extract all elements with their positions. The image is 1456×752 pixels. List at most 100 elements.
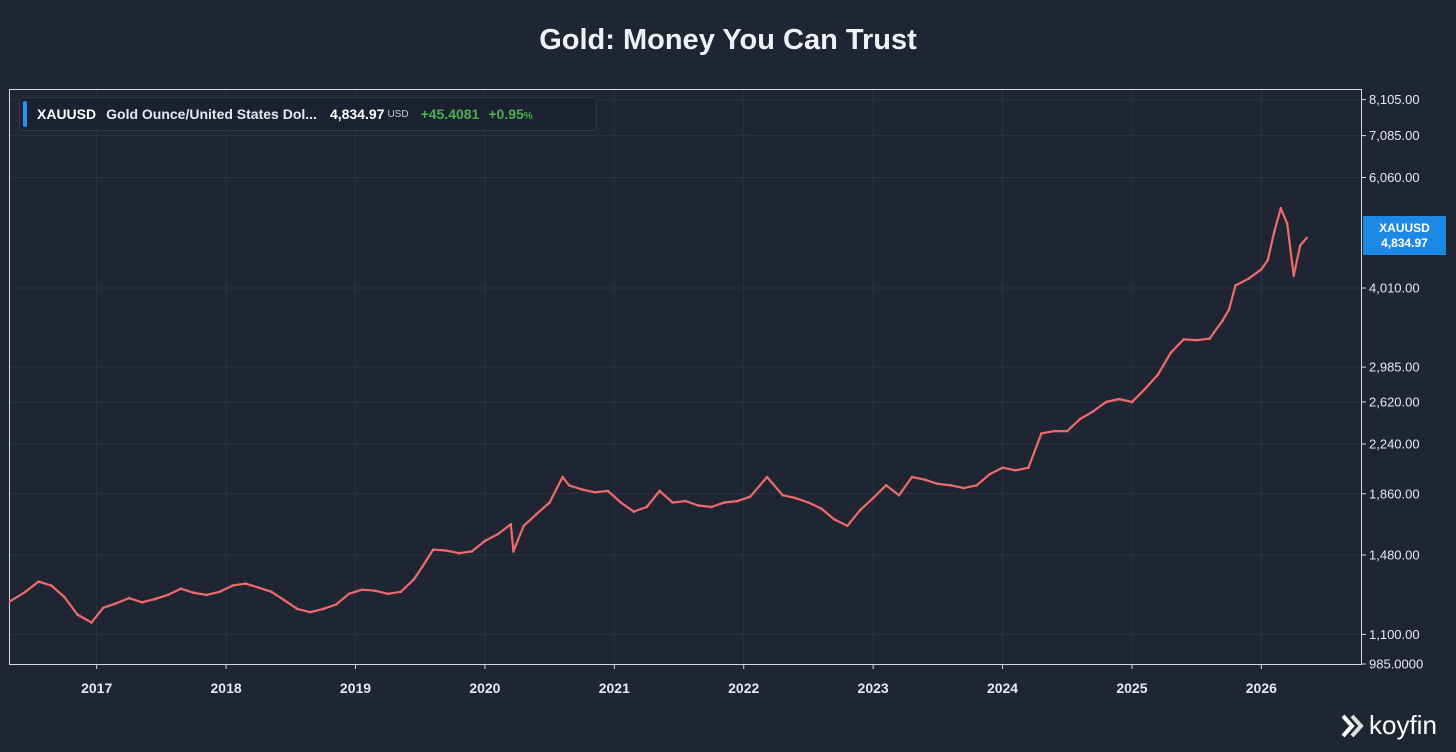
- data-point: [24, 590, 27, 594]
- y-tick-label: 1,480.00: [1369, 547, 1420, 562]
- data-point: [63, 595, 66, 599]
- x-tick-label: 2018: [211, 680, 242, 696]
- data-point: [483, 539, 487, 543]
- data-point: [1266, 258, 1270, 262]
- plot-area[interactable]: [9, 89, 1362, 665]
- data-point: [257, 586, 260, 589]
- legend-instrument-name: Gold Ounce/United States Dol...: [106, 106, 317, 122]
- data-point: [386, 592, 390, 596]
- data-point: [1169, 351, 1173, 355]
- data-point: [910, 475, 914, 479]
- data-point: [807, 501, 810, 504]
- x-axis: 2017 2018 2019 2020 2021 2022 2023 2024 2025 2026: [81, 664, 1277, 696]
- data-point: [179, 587, 183, 590]
- data-point: [8, 600, 12, 603]
- data-point: [765, 475, 769, 479]
- x-tick-label: 2022: [728, 680, 759, 696]
- data-point: [431, 548, 435, 551]
- data-point: [936, 482, 940, 486]
- data-point: [962, 486, 965, 490]
- brand-name: koyfin: [1369, 710, 1437, 740]
- x-tick-label: 2025: [1116, 680, 1147, 696]
- data-point: [457, 551, 461, 555]
- data-point: [1117, 397, 1121, 401]
- y-tick-label: 7,085.00: [1369, 128, 1420, 143]
- y-tick-label: 2,985.00: [1369, 360, 1420, 375]
- data-point: [871, 496, 875, 500]
- series-line: [9, 207, 1308, 624]
- data-point: [897, 493, 901, 497]
- legend-price: 4,834.97: [329, 106, 385, 122]
- data-point: [781, 493, 784, 497]
- data-point: [1104, 400, 1108, 404]
- data-point: [37, 580, 40, 583]
- x-tick-label: 2023: [858, 680, 889, 696]
- data-point: [1040, 432, 1043, 435]
- legend-accent-bar: [23, 101, 27, 127]
- koyfin-logo: koyfin: [1338, 710, 1437, 741]
- data-point: [1065, 429, 1069, 433]
- price-tag-ticker: XAUUSD: [1379, 221, 1430, 235]
- data-point: [1273, 230, 1276, 233]
- data-point: [923, 478, 927, 482]
- data-point: [1305, 236, 1308, 240]
- data-point: [205, 593, 208, 597]
- data-point: [1221, 319, 1224, 323]
- series-legend[interactable]: XAUUSD Gold Ounce/United States Dol... 4…: [19, 97, 597, 131]
- data-point: [1195, 338, 1198, 342]
- data-point: [1091, 410, 1095, 413]
- data-point: [1234, 284, 1237, 287]
- data-point: [1156, 373, 1160, 377]
- data-point: [50, 584, 53, 587]
- price-tag-value: 4,834.97: [1381, 236, 1428, 250]
- data-point: [509, 522, 513, 526]
- x-tick-label: 2017: [81, 680, 112, 696]
- grid-lines: [10, 90, 1361, 664]
- legend-ticker: XAUUSD: [37, 106, 97, 122]
- data-point: [399, 590, 403, 594]
- data-point: [1130, 400, 1134, 404]
- x-tick-label: 2021: [599, 680, 630, 696]
- data-point: [975, 484, 978, 487]
- y-tick-label: 1,100.00: [1369, 627, 1420, 642]
- data-point: [535, 512, 538, 516]
- data-point: [1078, 417, 1082, 421]
- data-point: [567, 484, 571, 487]
- data-point: [606, 489, 610, 493]
- data-point: [496, 532, 500, 536]
- data-point: [283, 598, 286, 602]
- data-point: [1285, 222, 1289, 225]
- data-point: [218, 590, 221, 594]
- data-point: [347, 592, 351, 596]
- y-tick-label: 4,010.00: [1369, 281, 1420, 296]
- data-point: [321, 607, 325, 611]
- y-tick-label: 985.0000: [1369, 657, 1423, 672]
- data-point: [1027, 466, 1030, 470]
- data-point: [949, 484, 953, 487]
- data-point: [334, 603, 338, 606]
- data-point: [1143, 387, 1147, 391]
- data-point: [1001, 466, 1004, 470]
- data-point: [421, 564, 425, 568]
- y-tick-label: 2,240.00: [1369, 436, 1420, 451]
- data-point: [373, 589, 377, 592]
- data-point: [833, 518, 836, 521]
- y-tick-label: 6,060.00: [1369, 170, 1420, 185]
- data-point: [412, 578, 416, 581]
- data-point: [658, 489, 661, 493]
- data-point: [244, 582, 247, 585]
- data-point: [748, 495, 752, 499]
- legend-change-percent: +0.95%: [488, 106, 532, 122]
- data-point: [697, 504, 700, 507]
- data-point: [884, 484, 888, 487]
- data-point: [858, 508, 862, 512]
- x-tick-label: 2026: [1246, 680, 1277, 696]
- data-point: [522, 524, 525, 528]
- data-point: [1227, 308, 1231, 311]
- data-point: [1260, 268, 1263, 271]
- data-point: [90, 621, 93, 624]
- data-point: [153, 597, 157, 601]
- data-point: [580, 488, 584, 491]
- data-point: [632, 510, 635, 513]
